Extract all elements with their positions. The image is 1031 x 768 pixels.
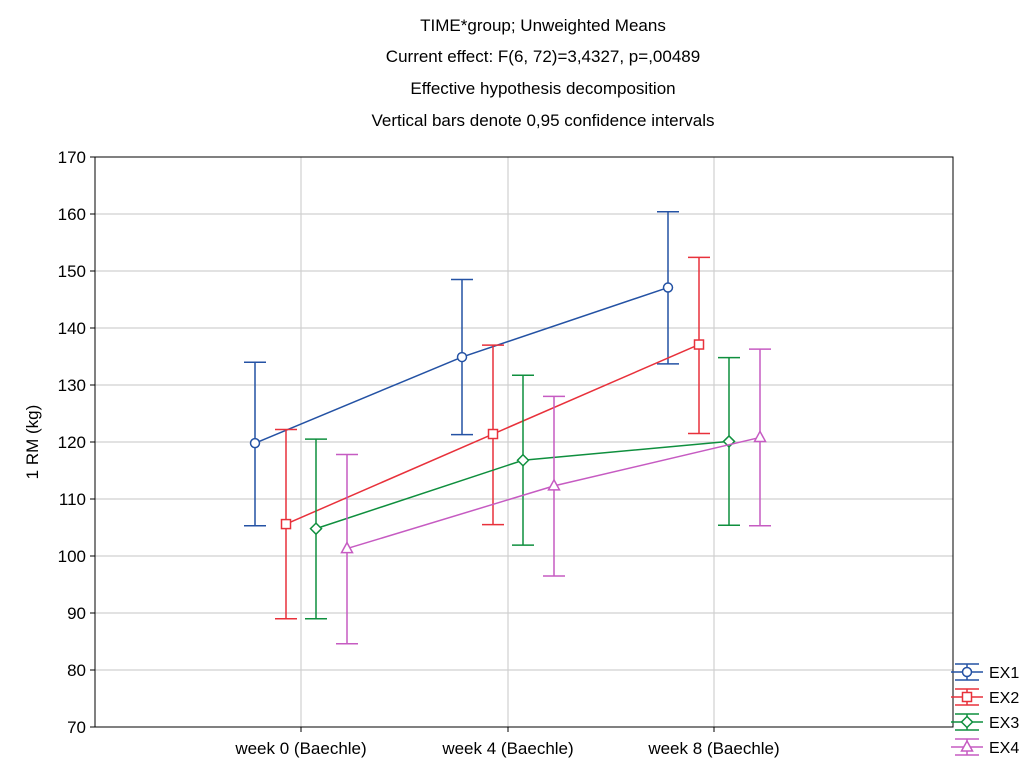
y-tick-label: 170 <box>58 148 86 167</box>
legend-marker <box>960 739 974 752</box>
legend-label: EX4 <box>989 740 1019 757</box>
data-point <box>280 518 292 530</box>
y-tick-label: 140 <box>58 319 86 338</box>
legend-item-ex2: EX2 <box>951 688 1019 707</box>
title-line: Effective hypothesis decomposition <box>410 79 675 98</box>
series-ex3 <box>305 356 740 620</box>
legend: EX1 EX2 EX3 EX4 <box>951 663 1019 757</box>
data-point <box>753 429 767 443</box>
data-point <box>516 453 530 467</box>
x-tick-label: week 4 (Baechle) <box>441 739 573 758</box>
data-point <box>249 437 261 449</box>
y-tick-label: 70 <box>67 718 86 737</box>
title-line: TIME*group; Unweighted Means <box>420 16 666 35</box>
series <box>244 210 771 645</box>
data-point <box>487 428 499 440</box>
y-tick-label: 80 <box>67 661 86 680</box>
y-axis: 70 80 90 100 110 120 130 140 150 160 170 <box>58 148 95 737</box>
data-point <box>693 339 705 350</box>
data-point <box>309 522 323 536</box>
legend-label: EX1 <box>989 665 1019 682</box>
x-axis: week 0 (Baechle) week 4 (Baechle) week 8 (… <box>234 727 780 758</box>
legend-label: EX2 <box>989 690 1019 707</box>
series-ex2 <box>275 256 710 620</box>
y-tick-label: 90 <box>67 604 86 623</box>
legend-item-ex1: EX1 <box>951 663 1019 682</box>
legend-marker <box>961 666 973 678</box>
series-ex4 <box>336 348 771 645</box>
x-tick-label: week 0 (Baechle) <box>234 739 366 758</box>
chart-title: TIME*group; Unweighted Means Current effe… <box>371 16 714 130</box>
y-tick-label: 120 <box>58 433 86 452</box>
title-line: Current effect: F(6, 72)=3,4327, p=,0048… <box>386 47 700 66</box>
legend-item-ex3: EX3 <box>951 713 1019 732</box>
data-point <box>547 478 561 491</box>
data-point <box>340 541 354 554</box>
x-tick-label: week 8 (Baechle) <box>647 739 779 758</box>
legend-label: EX3 <box>989 715 1019 732</box>
legend-item-ex4: EX4 <box>951 738 1019 757</box>
legend-marker <box>960 715 974 729</box>
y-tick-label: 110 <box>59 490 86 509</box>
y-tick-label: 150 <box>58 262 86 281</box>
series-ex1 <box>244 210 679 527</box>
data-point <box>662 282 674 293</box>
data-point <box>456 351 468 363</box>
y-tick-label: 100 <box>58 547 86 566</box>
y-tick-label: 130 <box>58 376 86 395</box>
y-tick-label: 160 <box>58 205 86 224</box>
title-line: Vertical bars denote 0,95 confidence int… <box>371 111 714 130</box>
legend-marker <box>961 691 973 703</box>
y-axis-label: 1 RM (kg) <box>23 405 42 480</box>
